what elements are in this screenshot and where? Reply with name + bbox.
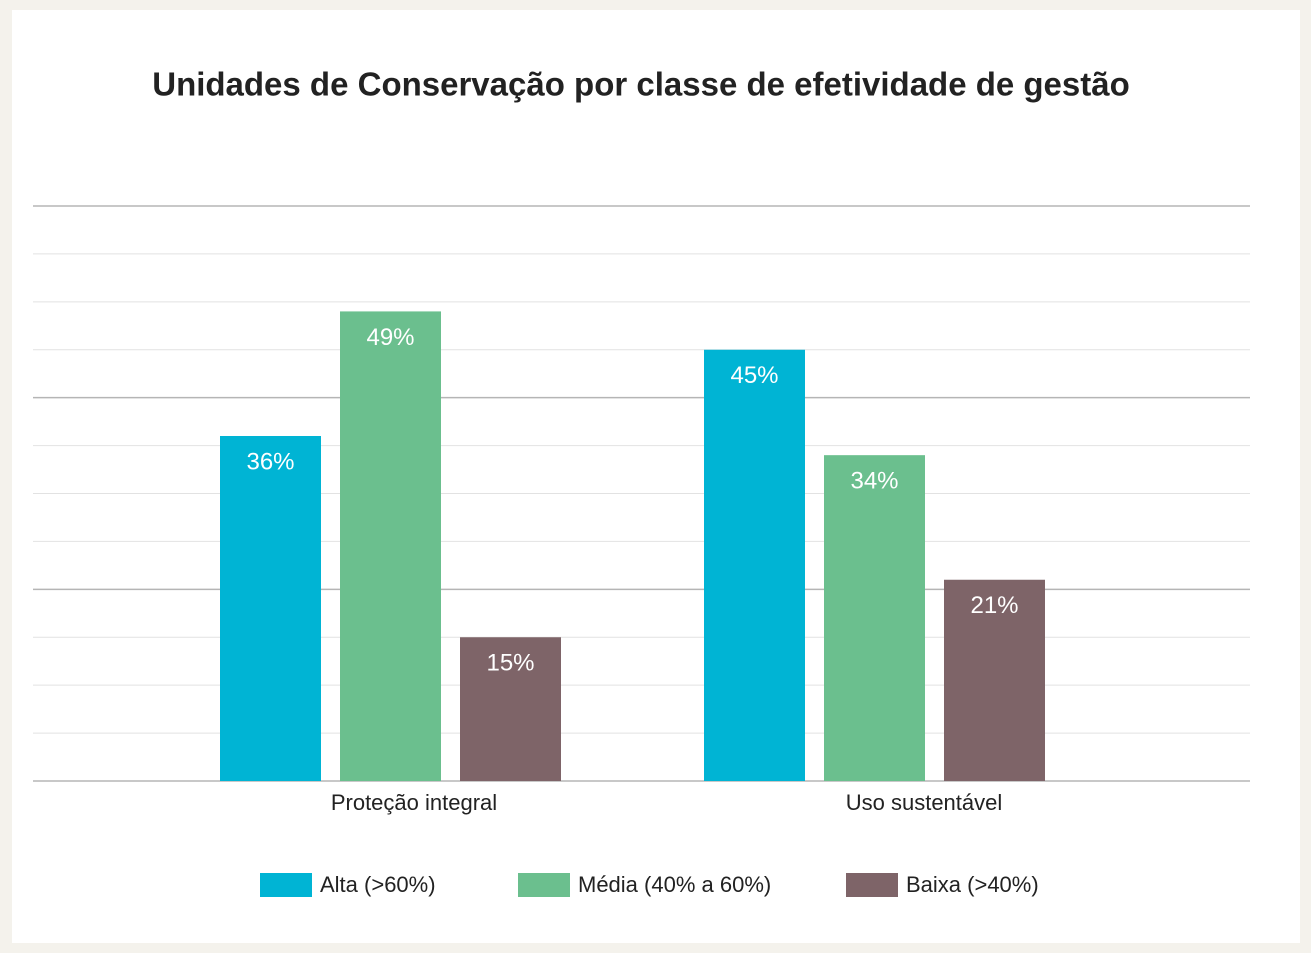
value-label: 15%	[486, 650, 534, 677]
chart-title: Unidades de Conservação por classe de ef…	[152, 66, 1130, 103]
bar	[944, 579, 1045, 781]
legend-label: Média (40% a 60%)	[578, 872, 771, 897]
bar	[704, 349, 805, 781]
bar	[460, 637, 561, 781]
legend-label: Alta (>60%)	[320, 872, 436, 897]
bar	[824, 455, 925, 781]
value-label: 21%	[970, 592, 1018, 619]
legend-swatch	[846, 873, 898, 897]
legend-swatch	[260, 873, 312, 897]
x-tick-label: Uso sustentável	[846, 790, 1003, 815]
bar	[220, 436, 321, 781]
value-label: 45%	[730, 362, 778, 389]
value-label: 34%	[850, 468, 898, 495]
chart-background	[12, 10, 1300, 943]
bar	[340, 311, 441, 781]
value-label: 36%	[246, 448, 294, 475]
value-label: 49%	[366, 324, 414, 351]
x-tick-label: Proteção integral	[331, 790, 497, 815]
legend-swatch	[518, 873, 570, 897]
legend-label: Baixa (>40%)	[906, 872, 1039, 897]
